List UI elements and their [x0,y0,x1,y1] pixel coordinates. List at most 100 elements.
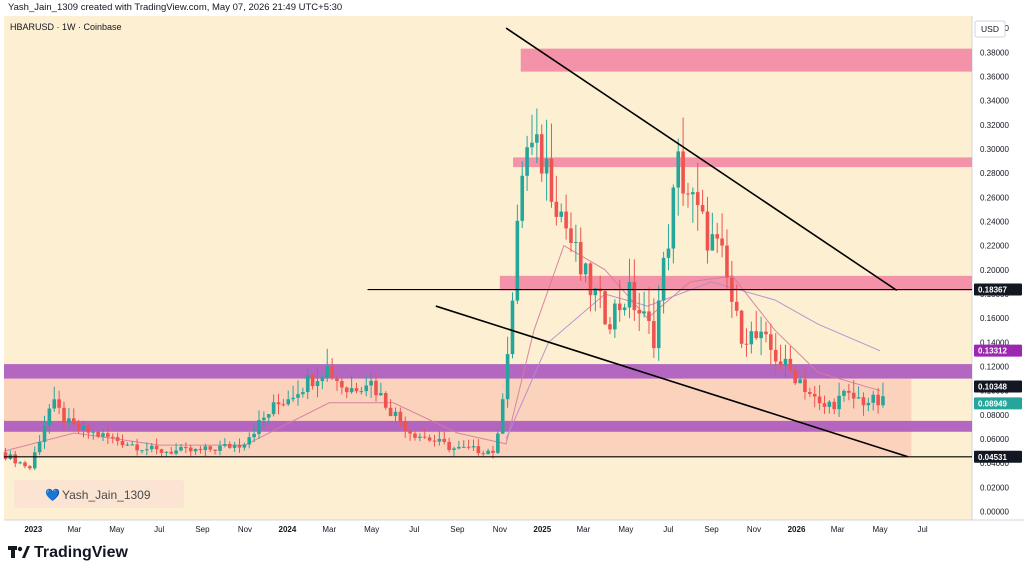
tradingview-logo-icon[interactable] [8,546,30,560]
candle-body [832,401,837,410]
candle-body [559,211,564,217]
candle-body [656,300,661,349]
candle-body [364,385,369,392]
candle-body [388,407,393,417]
candle-body [476,446,481,454]
y-tick-label: 0.08000 [980,411,1009,420]
candle-body [881,396,885,406]
tradingview-brand[interactable]: TradingView [34,544,128,561]
candle-body [432,440,437,442]
candle-body [115,437,120,442]
x-tick-label: Sep [450,525,465,534]
candle-body [647,311,651,322]
y-tick-label: 0.22000 [980,242,1009,251]
candle-body [769,334,773,350]
price-axis[interactable]: 0.400000.380000.360000.340000.320000.300… [980,24,1009,516]
candle-body [837,395,841,410]
x-tick-label: Mar [577,525,591,534]
candle-body [686,193,690,195]
candle-body [505,354,510,400]
candle-body [764,331,768,335]
symbol-label: HBARUSD · 1W · Coinbase [10,22,122,32]
candle-body [81,425,86,430]
candle-body [281,404,286,406]
candle-body [720,238,724,246]
candle-body [398,411,403,422]
candle-body [393,411,398,417]
candle-body [208,446,213,450]
candle-body [42,425,47,442]
y-tick-label: 0.32000 [980,121,1009,130]
y-tick-label: 0.36000 [980,72,1009,81]
candle-body [700,205,705,212]
candle-body [876,394,880,406]
x-tick-label: Mar [322,525,336,534]
candle-body [120,441,125,446]
x-tick-label: Nov [493,525,507,534]
candle-body [666,248,671,258]
candle-body [135,444,139,451]
candle-body [471,446,476,448]
candle-body [637,310,642,314]
candle-body [588,263,593,296]
candle-body [593,288,598,296]
candle-body [354,388,359,392]
candle-body [23,462,27,467]
candle-body [145,449,149,451]
candle-body [613,303,617,330]
candle-body [842,390,846,396]
y-tick-label: 0.14000 [980,338,1009,347]
candle-body [218,445,222,451]
price-tag [974,380,1022,393]
currency-button[interactable]: USD [974,20,1006,38]
x-tick-label: Jul [154,525,164,534]
y-tick-label: 0.24000 [980,217,1009,226]
support-zone [4,364,972,379]
candle-body [325,366,330,378]
candle-body [305,375,310,393]
candle-body [725,245,729,278]
candle-body [574,242,578,244]
support-zone [4,420,972,432]
candle-body [266,414,271,418]
candle-body [154,445,159,450]
candles-layer [3,108,885,471]
candle-body [91,431,96,433]
x-tick-label: Jul [409,525,419,534]
candle-body [62,407,66,423]
candle-body [383,393,388,408]
candle-body [413,433,417,438]
candle-body [28,466,32,469]
author-watermark: 💙 Yash_Jain_1309 [14,480,184,508]
price-chart[interactable]: 0.400000.380000.360000.340000.320000.300… [0,16,1024,536]
candle-body [271,402,276,415]
candle-body [822,403,827,407]
candle-body [749,331,754,345]
price-tag [974,344,1022,357]
candle-body [783,358,788,366]
candle-body [242,444,247,448]
descending-resistance [505,27,898,292]
candle-body [603,291,607,325]
candle-body [198,448,203,451]
x-tick-label: 2023 [24,525,42,534]
time-axis[interactable]: 2023 Mar May Jul Sep Nov 2024 Mar May Jul Sep Nov 20… [24,525,928,534]
candle-body [71,418,76,425]
candle-body [379,393,383,396]
candle-body [535,134,539,143]
candle-body [788,358,793,371]
ma-fast-line [3,244,881,452]
resistance-zone [520,48,972,72]
candle-body [422,436,427,438]
candle-body [130,444,135,446]
candle-body [695,192,700,206]
candle-body [149,445,154,450]
candle-body [237,444,242,448]
candle-body [817,396,822,404]
candle-body [418,436,422,438]
candle-body [544,158,549,174]
x-tick-label: Jul [917,525,927,534]
price-tag [974,397,1022,410]
candle-body [296,394,300,398]
candle-body [223,444,227,446]
